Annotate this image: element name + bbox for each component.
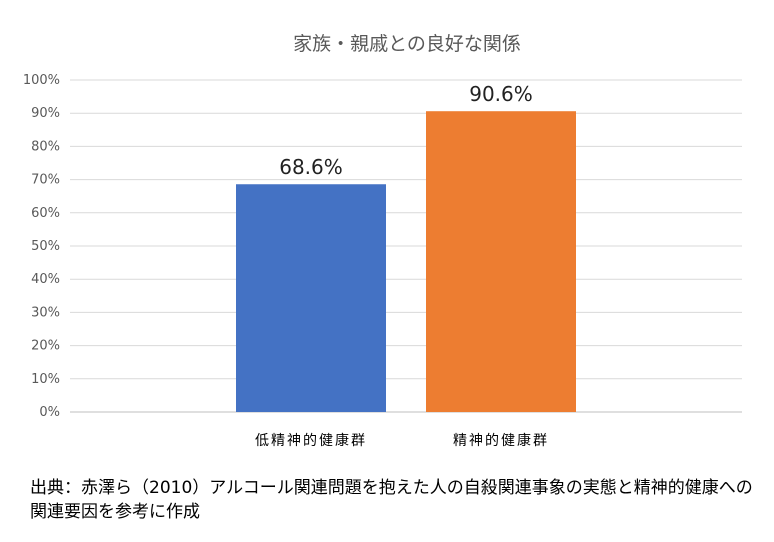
- y-tick-label: 90%: [31, 106, 60, 121]
- chart-title: 家族・親戚との良好な関係: [293, 33, 521, 55]
- x-category-label: 低精神的健康群: [255, 432, 367, 449]
- source-note: 出典：赤澤ら（2010）アルコール関連問題を抱えた人の自殺関連事象の実態と精神的…: [30, 478, 753, 522]
- y-tick-label: 30%: [31, 305, 60, 320]
- bar: [236, 184, 386, 412]
- y-tick-label: 20%: [31, 339, 60, 354]
- bars: 68.6% 90.6%: [236, 82, 576, 412]
- data-label: 90.6%: [469, 82, 533, 106]
- bar: [426, 111, 576, 412]
- data-label: 68.6%: [279, 155, 343, 179]
- x-category-label: 精神的健康群: [453, 432, 549, 449]
- x-axis-labels: 低精神的健康群 精神的健康群: [255, 432, 549, 449]
- y-tick-label: 10%: [31, 372, 60, 387]
- y-tick-label: 40%: [31, 272, 60, 287]
- y-tick-label: 0%: [39, 405, 60, 420]
- y-tick-label: 80%: [31, 139, 60, 154]
- chart: 家族・親戚との良好な関係 0% 10% 20% 30% 40% 50% 60% 70% 80% 9…: [23, 33, 742, 449]
- y-tick-label: 60%: [31, 206, 60, 221]
- y-axis-ticks: 0% 10% 20% 30% 40% 50% 60% 70% 80% 90% 100%: [23, 73, 60, 420]
- y-tick-label: 100%: [23, 73, 60, 88]
- y-tick-label: 50%: [31, 239, 60, 254]
- gridlines: [70, 79, 742, 413]
- y-tick-label: 70%: [31, 173, 60, 188]
- bar-chart: 家族・親戚との良好な関係 0% 10% 20% 30% 40% 50% 60% 70% 80% 9…: [23, 33, 742, 449]
